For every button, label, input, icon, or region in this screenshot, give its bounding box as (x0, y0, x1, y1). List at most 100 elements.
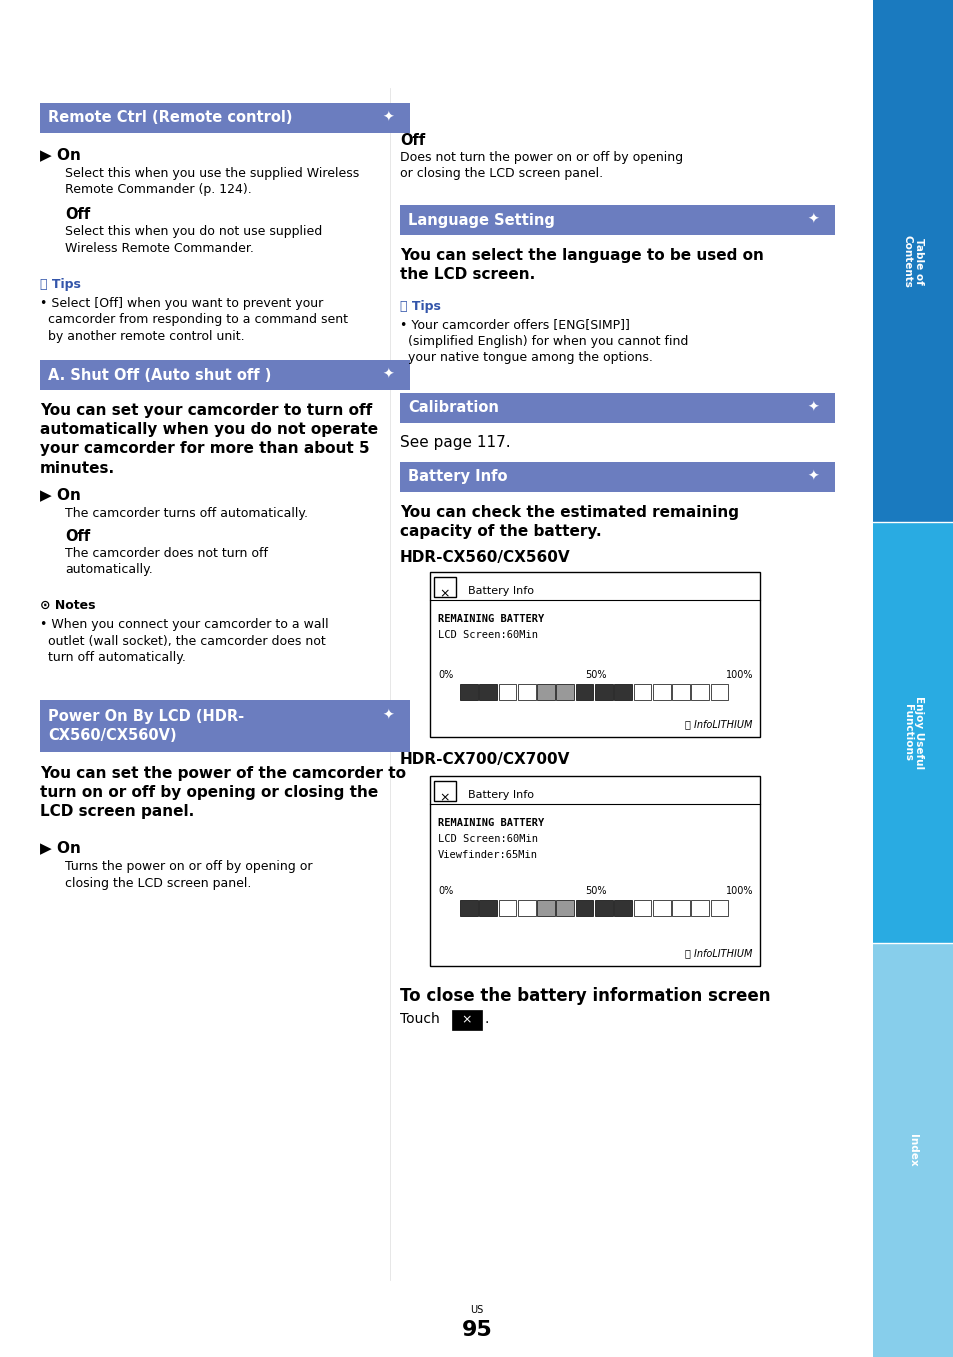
Text: US: US (470, 1305, 483, 1315)
Bar (434, 782, 456, 801)
Text: HDR-CX700/CX700V: HDR-CX700/CX700V (399, 752, 570, 767)
Text: Language Setting: Language Setting (408, 213, 555, 228)
Bar (40, 103, 410, 133)
Text: LCD Screen:60Min: LCD Screen:60Min (437, 835, 537, 844)
Text: HDR-CX560/CX560V: HDR-CX560/CX560V (399, 550, 570, 565)
Bar (595, 684, 612, 700)
Text: .: . (484, 1012, 489, 1026)
Bar (691, 900, 708, 916)
Text: The camcorder turns off automatically.: The camcorder turns off automatically. (65, 508, 308, 520)
Text: Off: Off (65, 529, 91, 544)
Text: Battery Info: Battery Info (408, 470, 507, 484)
Text: 50%: 50% (584, 886, 606, 896)
Text: Battery Info: Battery Info (468, 586, 534, 596)
Text: To close the battery information screen: To close the battery information screen (399, 987, 770, 1006)
Text: ✦: ✦ (382, 368, 394, 383)
Bar (652, 900, 670, 916)
Bar (430, 776, 760, 966)
Text: 0%: 0% (437, 670, 453, 680)
Bar (478, 684, 497, 700)
Text: Calibration: Calibration (408, 400, 498, 415)
Bar (575, 900, 593, 916)
Bar (633, 684, 651, 700)
Bar (459, 900, 477, 916)
Text: ✦: ✦ (806, 470, 818, 484)
Text: ✦: ✦ (382, 111, 394, 125)
Bar (537, 900, 555, 916)
Text: Enjoy Useful
Functions: Enjoy Useful Functions (902, 696, 923, 769)
Text: ×: × (439, 791, 450, 803)
Text: ✦: ✦ (806, 213, 818, 227)
Text: Does not turn the power on or off by opening
or closing the LCD screen panel.: Does not turn the power on or off by ope… (399, 151, 682, 180)
Text: ▶ On: ▶ On (40, 487, 81, 502)
Bar (452, 1010, 481, 1030)
Text: The camcorder does not turn off
automatically.: The camcorder does not turn off automati… (65, 547, 268, 577)
Bar (478, 900, 497, 916)
Bar (595, 900, 612, 916)
Text: 0%: 0% (437, 886, 453, 896)
Text: ▶ On: ▶ On (40, 147, 81, 161)
Bar (498, 684, 516, 700)
Text: ✦: ✦ (382, 708, 394, 722)
Bar (710, 900, 728, 916)
Text: Off: Off (399, 133, 425, 148)
Bar (614, 684, 632, 700)
Text: REMAINING BATTERY: REMAINING BATTERY (437, 613, 543, 624)
Bar (517, 684, 535, 700)
Text: ✦: ✦ (806, 402, 818, 415)
Bar (399, 461, 834, 493)
Bar (633, 900, 651, 916)
Text: • When you connect your camcorder to a wall
  outlet (wall socket), the camcorde: • When you connect your camcorder to a w… (40, 617, 328, 664)
Bar (556, 684, 574, 700)
Text: ⊙ Notes: ⊙ Notes (40, 598, 95, 612)
Text: You can select the language to be used on
the LCD screen.: You can select the language to be used o… (399, 248, 763, 282)
Bar (40, 360, 410, 389)
Text: Table of
Contents: Table of Contents (902, 235, 923, 288)
Text: Off: Off (65, 208, 91, 223)
Text: Turns the power on or off by opening or
closing the LCD screen panel.: Turns the power on or off by opening or … (65, 860, 313, 889)
Text: ⓘ InfoLITHIUM: ⓘ InfoLITHIUM (684, 719, 751, 729)
Bar (459, 684, 477, 700)
Text: • Select [Off] when you want to prevent your
  camcorder from responding to a co: • Select [Off] when you want to prevent … (40, 297, 348, 343)
Bar (614, 900, 632, 916)
Text: A. Shut Off (Auto shut off ): A. Shut Off (Auto shut off ) (48, 368, 271, 383)
Text: 95: 95 (461, 1320, 492, 1339)
Text: ×: × (439, 588, 450, 600)
Bar (872, 943, 953, 1357)
Text: You can set the power of the camcorder to
turn on or off by opening or closing t: You can set the power of the camcorder t… (40, 765, 406, 820)
Text: 100%: 100% (725, 886, 753, 896)
Text: ▶ On: ▶ On (40, 840, 81, 855)
Text: Select this when you do not use supplied
Wireless Remote Commander.: Select this when you do not use supplied… (65, 225, 322, 255)
Text: ⓘ InfoLITHIUM: ⓘ InfoLITHIUM (684, 949, 751, 958)
Text: 100%: 100% (725, 670, 753, 680)
Text: • Your camcorder offers [ENG[SIMP]]
  (simplified English) for when you cannot f: • Your camcorder offers [ENG[SIMP]] (sim… (399, 318, 688, 364)
Text: 50%: 50% (584, 670, 606, 680)
Bar (399, 205, 834, 235)
Text: Index: Index (907, 1133, 918, 1167)
Bar (517, 900, 535, 916)
Text: Battery Info: Battery Info (468, 790, 534, 801)
Text: Power On By LCD (HDR-
CX560/CX560V): Power On By LCD (HDR- CX560/CX560V) (48, 708, 244, 744)
Text: Remote Ctrl (Remote control): Remote Ctrl (Remote control) (48, 110, 293, 125)
Bar (672, 684, 689, 700)
Bar (40, 700, 410, 752)
Bar (498, 900, 516, 916)
Bar (652, 684, 670, 700)
Text: ×: × (461, 1014, 472, 1026)
Text: Viewfinder:65Min: Viewfinder:65Min (437, 849, 537, 860)
Bar (872, 0, 953, 522)
Text: LCD Screen:60Min: LCD Screen:60Min (437, 630, 537, 641)
Bar (672, 900, 689, 916)
Bar (691, 684, 708, 700)
Text: 🔧 Tips: 🔧 Tips (399, 300, 440, 313)
Bar (399, 394, 834, 423)
Bar (710, 684, 728, 700)
Bar (434, 577, 456, 597)
Text: You can set your camcorder to turn off
automatically when you do not operate
you: You can set your camcorder to turn off a… (40, 403, 377, 475)
Text: 🔧 Tips: 🔧 Tips (40, 278, 81, 290)
Bar (575, 684, 593, 700)
Text: Select this when you use the supplied Wireless
Remote Commander (p. 124).: Select this when you use the supplied Wi… (65, 167, 359, 197)
Text: REMAINING BATTERY: REMAINING BATTERY (437, 818, 543, 828)
Text: You can check the estimated remaining
capacity of the battery.: You can check the estimated remaining ca… (399, 505, 739, 539)
Text: See page 117.: See page 117. (399, 436, 510, 451)
